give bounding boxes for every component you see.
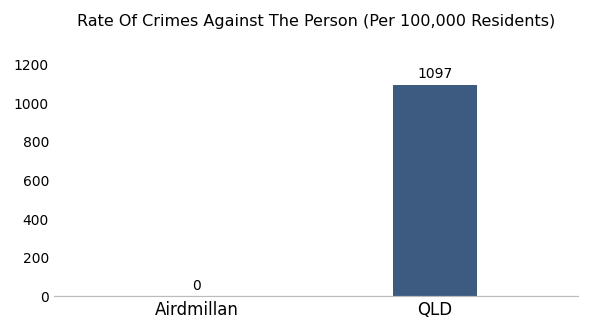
Bar: [394, 85, 477, 296]
Text: 1097: 1097: [417, 67, 453, 81]
Title: Rate Of Crimes Against The Person (Per 100,000 Residents): Rate Of Crimes Against The Person (Per 1…: [77, 14, 555, 29]
Text: 0: 0: [192, 279, 201, 293]
